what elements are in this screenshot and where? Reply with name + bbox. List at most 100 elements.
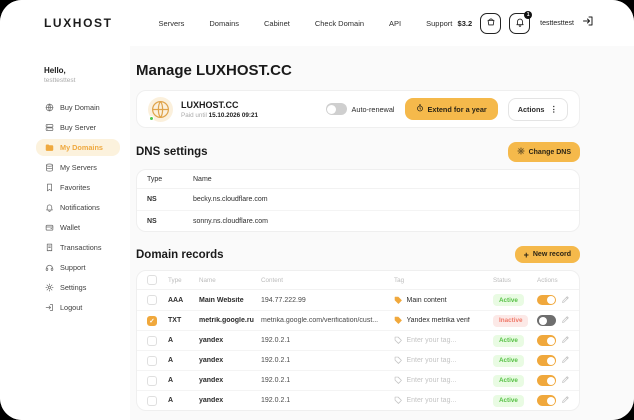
edit-record-icon[interactable] bbox=[561, 355, 570, 366]
sidebar-item-label: Transactions bbox=[60, 243, 102, 252]
select-all-checkbox[interactable] bbox=[147, 275, 157, 285]
record-tag-input[interactable]: Yandex metrika verif bbox=[394, 316, 493, 325]
dns-col-type: Type bbox=[147, 175, 163, 183]
cart-icon bbox=[486, 14, 496, 32]
actions-button[interactable]: Actions ⋮ bbox=[507, 97, 568, 121]
record-toggle[interactable] bbox=[537, 335, 556, 346]
record-name: yandex bbox=[199, 337, 224, 344]
extend-button[interactable]: Extend for a year bbox=[404, 98, 498, 120]
record-toggle[interactable] bbox=[537, 395, 556, 406]
record-tag-input[interactable]: Enter your tag... bbox=[394, 376, 493, 385]
edit-record-icon[interactable] bbox=[561, 335, 570, 346]
dns-table: Type Name NS becky.ns.cloudflare.com NS son… bbox=[136, 169, 580, 232]
sidebar-item-favorites[interactable]: Favorites bbox=[36, 179, 120, 196]
topbar: LUXHOST Servers Domains Cabinet Check Domai… bbox=[0, 0, 634, 46]
record-name: Main Website bbox=[199, 296, 244, 304]
tag-icon bbox=[394, 356, 403, 365]
record-toggle[interactable] bbox=[537, 315, 556, 326]
nav-servers[interactable]: Servers bbox=[158, 18, 185, 28]
row-checkbox[interactable] bbox=[147, 295, 157, 305]
tag-icon bbox=[394, 296, 403, 305]
record-tag-input[interactable]: Enter your tag... bbox=[394, 356, 493, 365]
dns-table-header: Type Name bbox=[137, 170, 579, 189]
domain-info: LUXHOST.CC Paid until 15.10.2026 09:21 bbox=[181, 100, 258, 119]
cart-button[interactable] bbox=[480, 12, 502, 34]
row-checkbox[interactable] bbox=[147, 355, 157, 366]
sidebar-item-logout[interactable]: Logout bbox=[36, 299, 120, 316]
status-badge: Active bbox=[493, 294, 524, 306]
record-content: 192.0.2.1 bbox=[261, 397, 291, 404]
nav-check-domain[interactable]: Check Domain bbox=[314, 18, 365, 28]
record-toggle[interactable] bbox=[537, 375, 556, 386]
database-icon bbox=[45, 163, 54, 172]
row-checkbox[interactable]: ✓ bbox=[147, 315, 157, 326]
sidebar-item-notifications[interactable]: Notifications bbox=[36, 199, 120, 216]
record-row: A yandex 192.0.2.1 Enter your tag... Act… bbox=[137, 390, 579, 410]
kebab-icon: ⋮ bbox=[549, 104, 559, 114]
row-checkbox[interactable] bbox=[147, 395, 157, 406]
plus-icon: + bbox=[523, 249, 529, 260]
status-badge: Active bbox=[493, 334, 524, 347]
record-content: 192.0.2.1 bbox=[261, 377, 291, 384]
record-tag-input[interactable]: Main content bbox=[394, 296, 493, 305]
tag-icon bbox=[394, 316, 403, 325]
sidebar-item-support[interactable]: Support bbox=[36, 259, 120, 276]
dns-rows: NS becky.ns.cloudflare.com NS sonny.ns.clou… bbox=[137, 189, 579, 231]
row-checkbox[interactable] bbox=[147, 375, 157, 386]
record-tag-input[interactable]: Enter your tag... bbox=[394, 336, 493, 345]
record-toggle[interactable] bbox=[537, 355, 556, 366]
domain-name: LUXHOST.CC bbox=[181, 99, 239, 110]
domain-status-dot bbox=[149, 115, 154, 121]
record-content: 192.0.2.1 bbox=[261, 357, 291, 364]
new-record-button[interactable]: + New record bbox=[514, 246, 580, 263]
sidebar-item-buy-domain[interactable]: Buy Domain bbox=[36, 99, 120, 116]
server-icon bbox=[45, 123, 54, 132]
nav-support[interactable]: Support bbox=[426, 18, 453, 28]
dns-name: becky.ns.cloudflare.com bbox=[193, 196, 268, 203]
record-tag-input[interactable]: Enter your tag... bbox=[394, 396, 493, 405]
record-type: A bbox=[168, 357, 174, 364]
status-badge: Active bbox=[493, 354, 524, 367]
record-type: A bbox=[168, 337, 174, 344]
records-col-content: Content bbox=[261, 276, 284, 284]
tag-icon bbox=[394, 376, 403, 385]
edit-record-icon[interactable] bbox=[561, 315, 570, 326]
notifications-button[interactable]: 1 bbox=[509, 10, 533, 34]
sidebar-item-settings[interactable]: Settings bbox=[36, 279, 120, 296]
edit-record-icon[interactable] bbox=[561, 295, 570, 306]
sidebar-item-label: Logout bbox=[60, 303, 83, 312]
sidebar-item-label: Settings bbox=[60, 283, 87, 292]
auto-renewal-label: Auto-renewal bbox=[351, 104, 395, 114]
status-badge: Active bbox=[493, 394, 524, 407]
balance: $3.2 bbox=[457, 18, 473, 28]
sidebar-item-label: Buy Domain bbox=[60, 103, 100, 112]
records-title: Domain records bbox=[136, 248, 224, 261]
dns-row: NS becky.ns.cloudflare.com bbox=[137, 189, 579, 210]
domain-card-actions: Auto-renewal Extend for a year Actions ⋮ bbox=[325, 97, 568, 121]
headset-icon bbox=[45, 263, 54, 272]
row-checkbox[interactable] bbox=[147, 335, 157, 346]
record-row: ✓ TXT metrik.google.ru metrika.google.co… bbox=[137, 310, 579, 330]
sidebar-item-buy-server[interactable]: Buy Server bbox=[36, 119, 120, 136]
sidebar-item-my-domains[interactable]: My Domains bbox=[36, 139, 120, 156]
page-body: Hello, testtesttest Buy Domain Buy Server… bbox=[0, 46, 634, 420]
record-content: 194.77.222.99 bbox=[261, 296, 306, 304]
auto-renewal-toggle[interactable] bbox=[325, 103, 347, 115]
records-col-name: Name bbox=[199, 276, 216, 284]
nav-domains[interactable]: Domains bbox=[209, 18, 239, 28]
edit-record-icon[interactable] bbox=[561, 375, 570, 386]
logout-icon bbox=[45, 303, 54, 312]
nav-api[interactable]: API bbox=[389, 18, 402, 28]
sidebar-item-transactions[interactable]: Transactions bbox=[36, 239, 120, 256]
sidebar-item-my-servers[interactable]: My Servers bbox=[36, 159, 120, 176]
notification-badge: 1 bbox=[524, 10, 533, 19]
nav-cabinet[interactable]: Cabinet bbox=[263, 18, 290, 28]
sidebar-menu: Buy Domain Buy Server My Domains My Servers… bbox=[36, 99, 130, 316]
change-dns-button[interactable]: Change DNS bbox=[507, 142, 580, 162]
gear-icon bbox=[517, 147, 525, 157]
edit-record-icon[interactable] bbox=[561, 395, 570, 406]
sidebar-item-label: Favorites bbox=[60, 183, 91, 192]
logout-button[interactable] bbox=[582, 14, 594, 32]
record-toggle[interactable] bbox=[537, 294, 556, 306]
sidebar-item-wallet[interactable]: Wallet bbox=[36, 219, 120, 236]
